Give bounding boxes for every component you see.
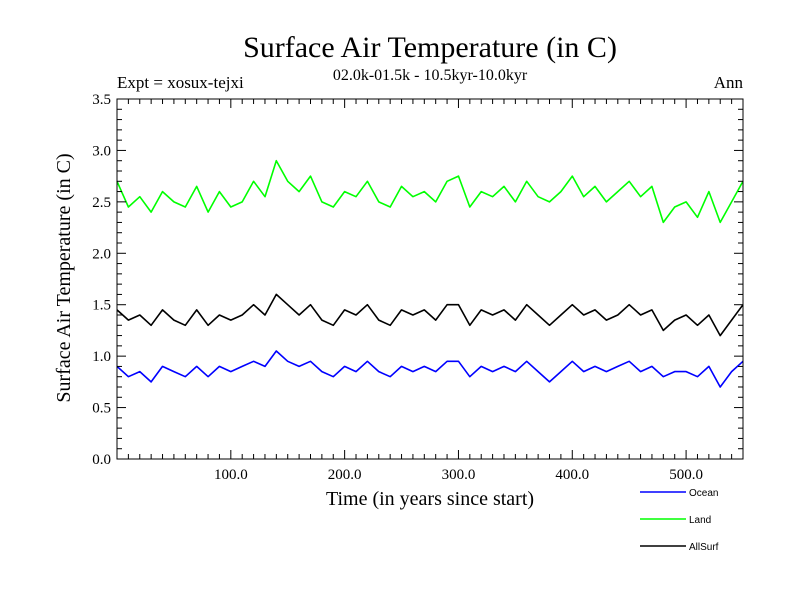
y-tick-label: 2.5 bbox=[92, 195, 111, 211]
series-line-land bbox=[116, 159, 744, 224]
chart-subtitle: 02.0k-01.5k - 10.5kyr-10.0kyr bbox=[333, 67, 528, 84]
legend-label-allsurf: AllSurf bbox=[689, 542, 719, 553]
expt-label: Expt = xosux-tejxi bbox=[117, 73, 244, 92]
season-label: Ann bbox=[714, 73, 744, 92]
chart-title: Surface Air Temperature (in C) bbox=[243, 31, 617, 64]
y-tick-label: 1.0 bbox=[92, 349, 111, 365]
x-tick-label: 100.0 bbox=[214, 467, 248, 483]
x-axis-label: Time (in years since start) bbox=[326, 488, 534, 510]
legend-label-land: Land bbox=[689, 515, 711, 526]
series-line-allsurf bbox=[116, 293, 744, 337]
series-line-ocean bbox=[116, 350, 744, 388]
legend-label-ocean: Ocean bbox=[689, 488, 718, 499]
y-axis-label: Surface Air Temperature (in C) bbox=[53, 153, 75, 402]
plot-frame bbox=[116, 98, 744, 460]
y-tick-label: 3.5 bbox=[92, 92, 111, 108]
x-tick-label: 500.0 bbox=[669, 467, 703, 483]
y-tick-label: 2.0 bbox=[92, 246, 111, 262]
axis-layer: 100.0 200.0 300.0 400.0 500.0 0.0 0.5 1.0 1.5 2.0… bbox=[92, 92, 744, 483]
x-tick-label: 300.0 bbox=[442, 467, 476, 483]
y-tick-label: 0.0 bbox=[92, 452, 111, 468]
x-tick-label: 200.0 bbox=[328, 467, 362, 483]
series-layer bbox=[116, 159, 744, 388]
legend: Ocean Land AllSurf bbox=[640, 488, 719, 553]
y-tick-label: 3.0 bbox=[92, 143, 111, 159]
y-tick-label: 0.5 bbox=[92, 401, 111, 417]
y-tick-label: 1.5 bbox=[92, 298, 111, 314]
x-tick-label: 400.0 bbox=[555, 467, 589, 483]
